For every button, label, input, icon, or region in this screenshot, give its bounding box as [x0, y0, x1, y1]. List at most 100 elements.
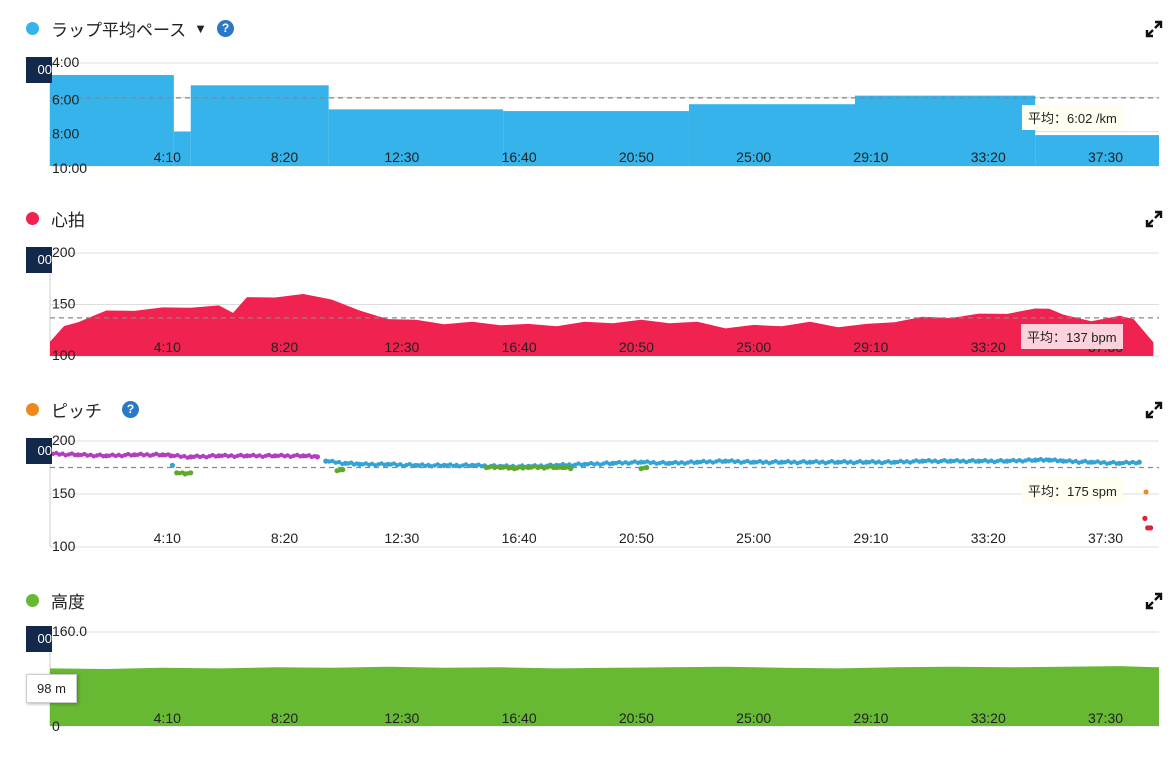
cadence-point-high: [314, 454, 320, 460]
pace-bar: [173, 131, 191, 166]
cadence-point-high: [178, 454, 184, 459]
x-tick-label: 25:00: [736, 710, 771, 726]
cadence-point-high: [272, 453, 278, 459]
x-tick-label: 8:20: [271, 149, 298, 165]
pace-average-label: 平均：6:02 /km: [1022, 105, 1123, 130]
x-tick-label: 16:40: [502, 149, 537, 165]
pace-bar: [50, 75, 174, 166]
cadence-point-normal: [169, 462, 175, 468]
cadence-point-high: [216, 453, 222, 459]
cadence-point-very-low: [1142, 515, 1148, 521]
cadence-point-normal: [330, 458, 335, 464]
y-tick-label: 100: [52, 538, 76, 554]
x-tick-label: 4:10: [154, 149, 181, 165]
x-tick-label: 33:20: [971, 530, 1006, 546]
cadence-point-normal: [779, 459, 785, 465]
x-tick-label: 12:30: [384, 530, 419, 546]
x-tick-label: 29:10: [853, 149, 888, 165]
cadence-point-normal: [751, 459, 757, 465]
pace-bar: [328, 109, 504, 166]
cadence-panel: ピッチ ? 200 150 100 4:10 8:20 12:30 16:40 20:50 25…: [0, 397, 1175, 557]
cadence-point-outlier: [1143, 489, 1149, 495]
help-icon[interactable]: ?: [217, 19, 235, 37]
expand-icon[interactable]: [1145, 401, 1163, 419]
pace-header: ラップ平均ペース ▼ ?: [26, 16, 235, 40]
cadence-point-normal: [326, 459, 332, 464]
y-tick-label: 160.0: [52, 623, 87, 639]
x-tick-label: 20:50: [619, 149, 654, 165]
y-tick-label: 200: [52, 432, 76, 448]
cadence-point-high: [244, 453, 250, 459]
cadence-point-normal: [1130, 459, 1135, 465]
x-tick-label: 29:10: [853, 339, 888, 355]
y-tick-label: 100: [52, 347, 76, 363]
y-tick-label: 200: [52, 244, 76, 260]
x-tick-label: 20:50: [619, 339, 654, 355]
x-tick-label: 16:40: [502, 710, 537, 726]
cadence-point-normal: [1088, 459, 1094, 465]
expand-icon[interactable]: [1145, 20, 1163, 38]
x-tick-label: 8:20: [271, 339, 298, 355]
elevation-area: [50, 666, 1159, 726]
cadence-point-low: [644, 464, 650, 471]
elevation-title: 高度: [51, 592, 85, 612]
cadence-point-very-low: [1148, 525, 1154, 531]
x-tick-label: 16:40: [502, 339, 537, 355]
cadence-point-normal: [333, 460, 338, 465]
pace-bar: [190, 85, 329, 166]
cadence-point-low: [568, 466, 574, 472]
cadence-point-normal: [807, 459, 813, 465]
heart-rate-axis-cut-label: 00: [26, 247, 52, 273]
heart-rate-area: [50, 294, 1154, 356]
cadence-point-low: [188, 470, 194, 476]
cadence-chart: 200 150 100 4:10 8:20 12:30 16:40 20:50 25:00 29:…: [47, 432, 1159, 554]
cadence-axis-cut-label: 00: [26, 438, 52, 464]
heart-rate-average-label: 平均：137 bpm: [1021, 324, 1123, 349]
y-tick-label: 6:00: [52, 91, 79, 107]
x-tick-label: 4:10: [154, 339, 181, 355]
pace-axis-cut-label: 00: [26, 57, 52, 83]
x-tick-label: 12:30: [384, 149, 419, 165]
x-tick-label: 29:10: [853, 710, 888, 726]
cadence-point-normal: [336, 459, 342, 465]
y-tick-label: 150: [52, 296, 76, 312]
y-tick-label: 8:00: [52, 126, 79, 142]
cadence-title: ピッチ: [51, 401, 102, 421]
x-tick-label: 4:10: [154, 710, 181, 726]
x-tick-label: 12:30: [384, 339, 419, 355]
heart-rate-chart: 200 150 100 4:10 8:20 12:30 16:40 20:50 25:00 29:…: [49, 244, 1159, 363]
cadence-point-normal: [835, 459, 841, 465]
pace-bar: [1035, 135, 1159, 166]
y-tick-label: 150: [52, 485, 76, 501]
y-tick-label: 10:00: [52, 160, 87, 176]
x-tick-label: 20:50: [619, 710, 654, 726]
x-tick-label: 33:20: [971, 710, 1006, 726]
cadence-point-low: [525, 464, 532, 471]
x-tick-label: 25:00: [736, 530, 771, 546]
pace-legend-dot: [26, 21, 39, 35]
expand-icon[interactable]: [1145, 210, 1163, 228]
heart-rate-legend-dot: [26, 211, 39, 225]
pace-panel: ラップ平均ペース ▼ ? 4:00 6:00 8:00 10:00 4:10 8:20 12…: [0, 16, 1175, 176]
chevron-down-icon[interactable]: ▼: [194, 20, 208, 36]
cadence-point-normal: [1136, 459, 1142, 465]
cadence-point-normal: [357, 461, 363, 467]
pace-bar: [855, 95, 1036, 166]
x-tick-label: 20:50: [619, 530, 654, 546]
x-tick-label: 16:40: [502, 530, 537, 546]
x-tick-label: 37:30: [1088, 530, 1123, 546]
x-tick-label: 12:30: [384, 710, 419, 726]
cadence-point-normal: [413, 462, 419, 468]
x-tick-label: 8:20: [271, 530, 298, 546]
heart-rate-title: 心拍: [51, 210, 85, 230]
cadence-point-normal: [976, 458, 982, 464]
expand-icon[interactable]: [1145, 592, 1163, 610]
elevation-panel: 高度 160.0 0 4:10 8:20 12:30 16:40 20:50 25:00 29:…: [0, 588, 1175, 748]
cadence-point-high: [182, 453, 187, 459]
cadence-legend-dot: [26, 402, 39, 416]
cadence-point-normal: [920, 458, 926, 464]
elevation-axis-cut-label: 00: [26, 626, 52, 652]
help-icon[interactable]: ?: [122, 400, 139, 418]
pace-title: ラップ平均ペース: [51, 20, 187, 40]
x-tick-label: 33:20: [971, 149, 1006, 165]
